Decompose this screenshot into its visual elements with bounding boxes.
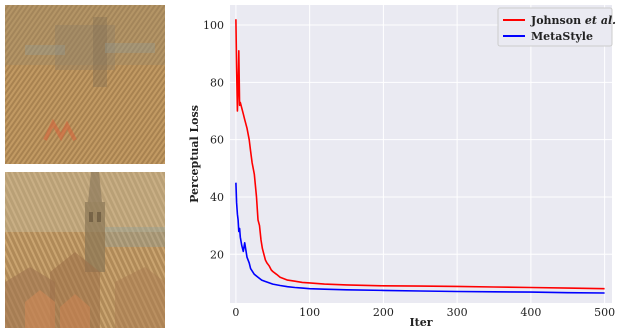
x-tick-label: 200 <box>373 306 394 319</box>
series-lines <box>235 19 605 294</box>
x-tick-label: 400 <box>520 306 541 319</box>
legend-label-johnson-italic: et al. <box>585 14 616 27</box>
x-tick-label: 300 <box>447 306 468 319</box>
tick-labels: 0 100 200 300 400 500 20 40 60 80 100 <box>203 19 615 319</box>
x-tick-label: 100 <box>299 306 320 319</box>
legend-box <box>497 7 613 47</box>
perceptual-loss-chart: 0 100 200 300 400 500 20 40 60 80 100 Iter Percept… <box>188 5 616 329</box>
y-tick-label: 80 <box>210 76 224 89</box>
y-tick-label: 20 <box>210 248 224 261</box>
x-tick-label: 500 <box>594 306 615 319</box>
y-tick-label: 40 <box>210 191 224 204</box>
stylized-image-bottom <box>5 172 165 328</box>
legend: Johnson et al. MetaStyle <box>497 7 616 47</box>
legend-label-johnson: Johnson et al. <box>530 14 616 27</box>
stylized-image-bottom-art <box>5 172 165 328</box>
plot-background <box>230 5 612 303</box>
legend-label-johnson-prefix: Johnson <box>530 14 585 27</box>
series-line-johnson <box>235 19 605 290</box>
series-line-metastyle <box>235 182 605 294</box>
stylized-image-top-art <box>5 5 165 164</box>
grid-lines <box>230 5 612 303</box>
y-tick-label: 60 <box>210 134 224 147</box>
y-tick-label: 100 <box>203 19 224 32</box>
legend-label-metastyle: MetaStyle <box>531 30 593 43</box>
stylized-image-top <box>5 5 165 164</box>
x-axis-label: Iter <box>409 316 432 329</box>
y-axis-label: Perceptual Loss <box>188 105 201 203</box>
x-tick-label: 0 <box>232 306 239 319</box>
